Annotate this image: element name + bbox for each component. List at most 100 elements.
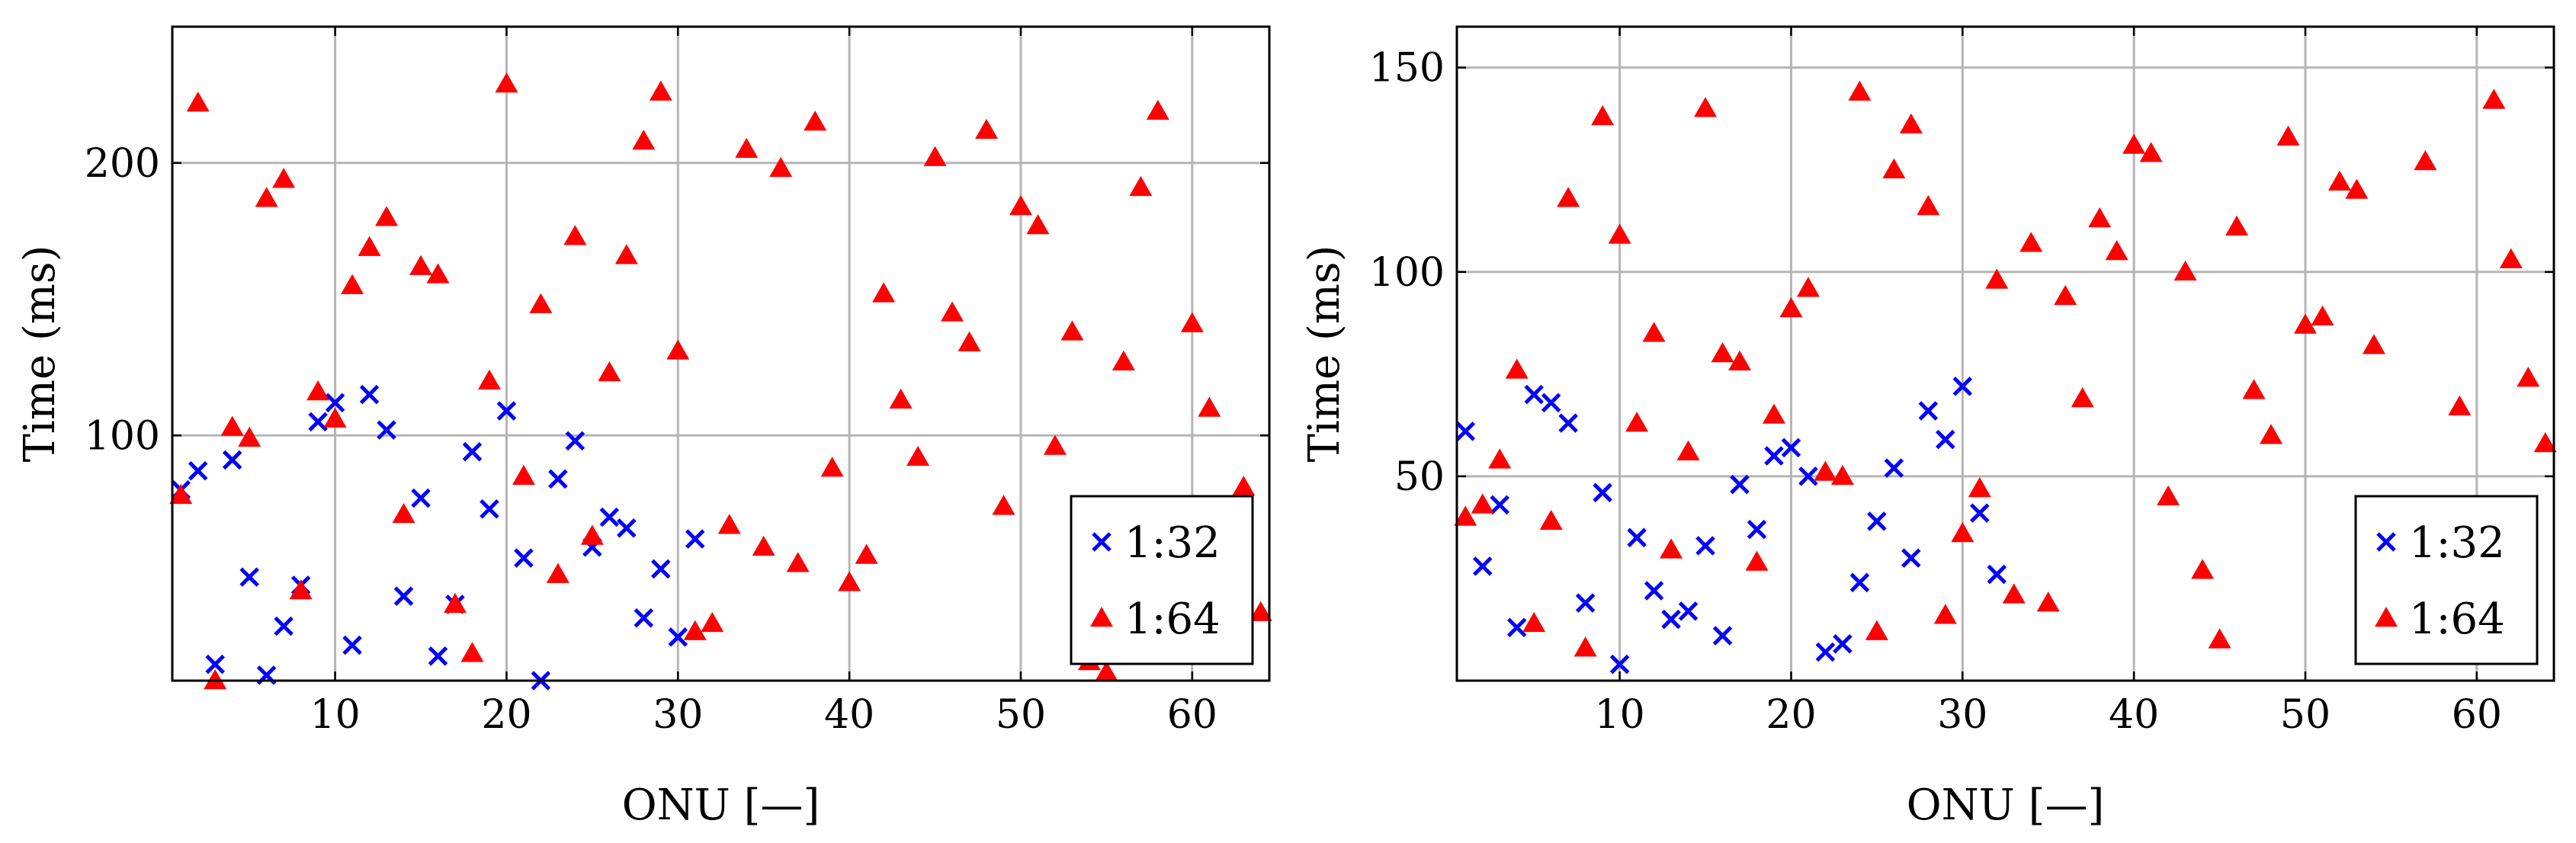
data-point [872,282,896,303]
data-point [460,642,484,662]
data-point [2517,367,2540,387]
data-point [169,483,193,505]
data-point [2293,313,2317,334]
data-point [1678,601,1699,621]
data-point [1009,194,1032,216]
x-tick-label: 60 [2452,692,2502,738]
data-point [1815,642,1836,662]
data-point [188,460,208,481]
data-point [2088,207,2112,228]
data-point [1727,350,1751,370]
data-point [1558,413,1578,433]
data-point [2311,305,2334,325]
legend-marker-1-64 [2375,607,2398,627]
data-point [1952,377,1973,396]
axis-ticks: 10 20 30 40 50 60 100 200 [85,27,1269,738]
data-point [2071,386,2094,408]
data-point [1627,527,1647,548]
data-point [2002,583,2026,604]
data-point [580,524,604,545]
data-point [308,412,328,432]
data-point [274,616,294,636]
data-point [668,627,688,647]
data-point [1694,97,1718,117]
legend-marker [2375,607,2398,627]
data-point [1747,519,1767,540]
data-point [1970,503,1990,523]
data-point [1936,429,1955,450]
data-points [1454,80,2557,675]
legend: 1:32 1:64 [1070,495,1254,665]
data-point [786,552,810,572]
data-point [1987,564,2007,585]
data-point [855,543,878,564]
data-point [238,426,261,447]
data-point [1660,538,1683,559]
data-point [614,244,638,264]
data-point [958,331,981,351]
data-point [2345,178,2369,199]
data-point [1557,187,1580,207]
data-point [2157,485,2180,505]
legend-marker [1092,532,1112,552]
chart-right: 10 20 30 40 50 60 50 100 150 ONU [—] Time (ms) 1… [1300,25,2557,830]
y-tick-label: 50 [1394,454,1445,500]
x-tick-label: 50 [2280,692,2331,738]
data-point [428,646,448,666]
data-point [752,535,775,556]
data-point [1488,448,1512,469]
data-point [1933,604,1957,624]
data-point [1985,268,2009,289]
data-point [496,401,517,421]
x-tick-label: 20 [1766,692,1816,738]
data-point [323,407,347,428]
data-point [1764,446,1784,466]
data-point [2019,232,2043,252]
data-point [1490,495,1509,515]
data-point [975,118,999,139]
data-point [205,654,225,675]
data-point [1730,474,1750,495]
data-point [1095,661,1118,681]
legend-marker [2376,532,2396,552]
x-tick-label: 10 [310,692,361,738]
data-point [1661,609,1681,630]
data-point [1865,620,1888,640]
data-point [563,225,587,245]
data-point [683,620,707,640]
data-point [1884,458,1904,478]
data-point [548,469,568,489]
legend-marker-1-32 [1092,532,1112,552]
data-point [393,586,414,606]
data-point [1591,104,1615,126]
y-axis-title: Time (ms) [1300,245,1349,463]
legend: 1:32 1:64 [2354,495,2539,665]
data-point [358,236,381,256]
data-point [1112,350,1135,370]
data-point [186,91,210,112]
data-point [820,457,844,477]
data-point [1060,320,1084,341]
x-tick-label: 10 [1595,692,1645,738]
data-point [598,361,621,382]
data-point [1833,633,1853,654]
legend-label-1-32: 1:32 [1124,518,1221,568]
legend-marker-1-64 [1090,607,1113,627]
data-point [1522,611,1546,633]
data-point [906,445,930,466]
data-point [2191,559,2215,579]
data-point [992,495,1015,515]
data-point [1198,396,1221,417]
data-point [666,339,690,360]
data-point [1951,521,1975,543]
data-point [649,80,672,101]
legend-label-1-64: 1:64 [2409,595,2505,644]
series-1-64 [1454,80,2557,665]
data-point [1968,476,1991,498]
data-point [617,518,637,538]
chart-left: 10 20 30 40 50 60 100 200 ONU [—] Time (ms) 1:3… [15,25,1272,830]
data-point [1471,493,1494,514]
data-point [1593,482,1612,503]
data-point [2122,133,2146,154]
data-point [1574,636,1597,657]
